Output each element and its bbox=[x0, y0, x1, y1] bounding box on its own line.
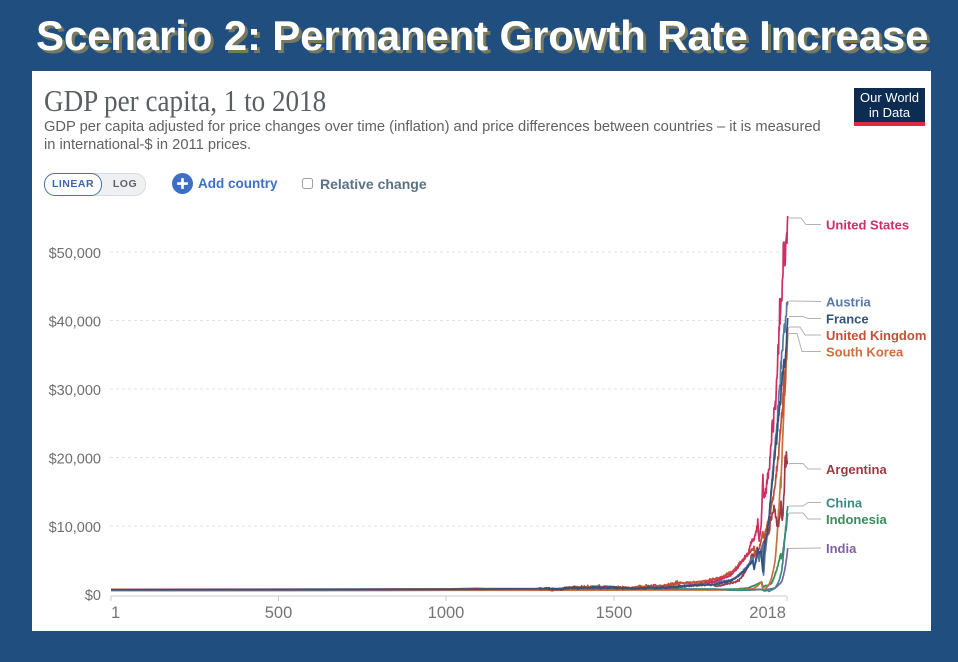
svg-text:United States: United States bbox=[826, 218, 909, 233]
svg-text:$0: $0 bbox=[85, 588, 101, 604]
svg-text:1: 1 bbox=[111, 604, 120, 622]
svg-text:2018: 2018 bbox=[749, 604, 786, 622]
svg-text:$20,000: $20,000 bbox=[49, 452, 101, 468]
svg-text:$10,000: $10,000 bbox=[49, 520, 101, 536]
svg-text:500: 500 bbox=[265, 604, 293, 622]
svg-text:South Korea: South Korea bbox=[826, 345, 904, 360]
svg-text:1000: 1000 bbox=[428, 604, 465, 622]
svg-text:India: India bbox=[826, 541, 857, 556]
svg-text:$50,000: $50,000 bbox=[49, 246, 101, 262]
svg-text:Argentina: Argentina bbox=[826, 462, 887, 477]
svg-text:$30,000: $30,000 bbox=[49, 383, 101, 399]
svg-text:Austria: Austria bbox=[826, 295, 872, 310]
svg-text:China: China bbox=[826, 496, 863, 511]
svg-text:United Kingdom: United Kingdom bbox=[826, 328, 926, 343]
svg-text:Indonesia: Indonesia bbox=[826, 512, 887, 527]
svg-text:$40,000: $40,000 bbox=[49, 315, 101, 331]
svg-text:France: France bbox=[826, 312, 869, 327]
svg-text:1500: 1500 bbox=[596, 604, 633, 622]
